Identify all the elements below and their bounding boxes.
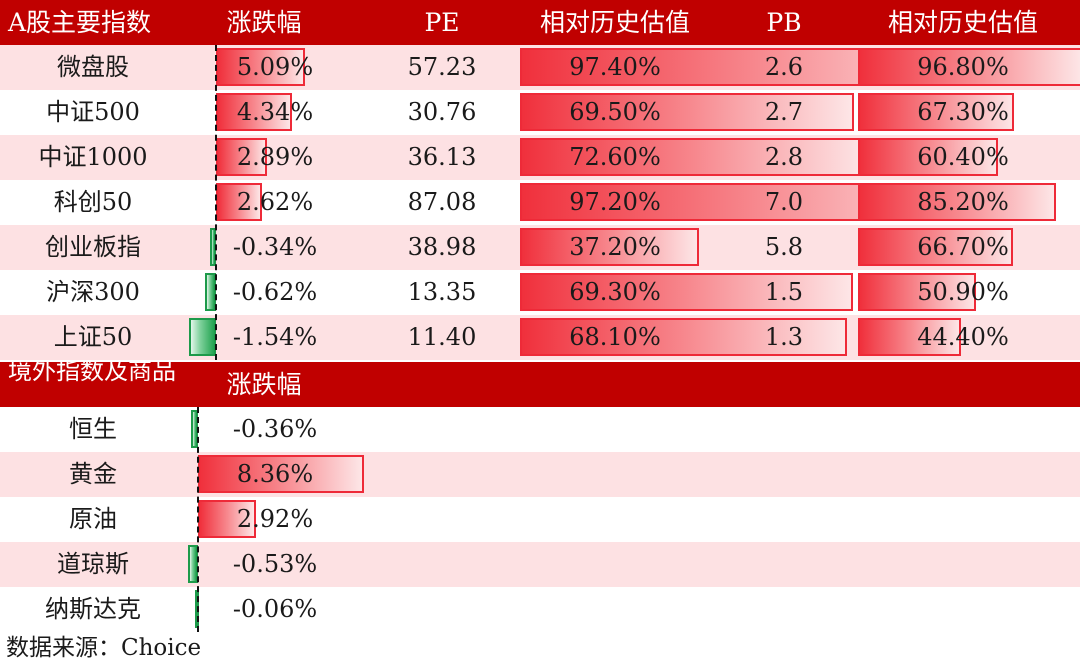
a-share-row: 沪深300 -0.62% 13.35 69.30% 1.5 50.90% [0, 270, 1080, 315]
header-cell-3: 相对历史估值 [539, 8, 690, 37]
pb-value: 2.6 [764, 53, 804, 81]
pb-percentile: 66.70% [917, 233, 1009, 261]
pb-percentile: 96.80% [917, 53, 1009, 81]
a-share-row: 科创50 2.62% 87.08 97.20% 7.0 85.20% [0, 180, 1080, 225]
pe-percentile: 97.40% [569, 53, 661, 81]
pe-percentile-bar [520, 318, 847, 356]
change-bar [205, 273, 216, 311]
pe-percentile: 37.20% [569, 233, 661, 261]
index-name: 沪深300 [46, 278, 140, 306]
pe-value: 87.08 [407, 188, 477, 216]
change-value: -0.34% [232, 233, 318, 261]
pb-percentile-bar [858, 318, 961, 356]
pe-value: 30.76 [407, 98, 477, 126]
pb-percentile: 67.30% [917, 98, 1009, 126]
header-cell-1: 涨跌幅 [226, 8, 302, 37]
zero-axis-a [215, 45, 217, 360]
index-name: 中证1000 [38, 143, 148, 171]
index-name: 科创50 [53, 188, 133, 216]
pe-value: 13.35 [407, 278, 477, 306]
index-name: 创业板指 [45, 233, 141, 261]
overseas-row: 恒生 -0.36% [0, 407, 1080, 452]
pe-percentile: 69.50% [569, 98, 661, 126]
pe-percentile-bar [520, 273, 853, 311]
pb-percentile-bar [858, 183, 1056, 221]
pe-value: 36.13 [407, 143, 477, 171]
pb-percentile-bar [858, 48, 1080, 86]
header-cell-5: 相对历史估值 [887, 8, 1038, 37]
overseas-row: 黄金 8.36% [0, 452, 1080, 497]
pe-percentile: 97.20% [569, 188, 661, 216]
pb-value: 7.0 [764, 188, 804, 216]
change-bar [198, 500, 256, 538]
header-cell-overseas-name: 境外指数及商品 [8, 360, 176, 385]
index-name: 黄金 [69, 460, 117, 488]
a-share-row: 上证50 -1.54% 11.40 68.10% 1.3 44.40% [0, 315, 1080, 360]
pe-percentile-bar [520, 138, 869, 176]
pb-percentile: 85.20% [917, 188, 1009, 216]
change-bar [198, 455, 364, 493]
pb-value: 1.3 [764, 323, 804, 351]
pe-percentile: 69.30% [569, 278, 661, 306]
change-bar [216, 48, 306, 86]
pe-percentile-bar [520, 93, 854, 131]
index-name: 中证500 [46, 98, 140, 126]
index-name: 上证50 [53, 323, 133, 351]
pb-value: 2.8 [764, 143, 804, 171]
index-name: 微盘股 [57, 53, 129, 81]
change-value: 2.92% [236, 505, 314, 533]
pb-percentile-bar [858, 273, 977, 311]
change-bar [216, 138, 267, 176]
header-cell-overseas-change: 涨跌幅 [226, 370, 302, 399]
data-source-note: 数据来源：Choice [6, 635, 202, 661]
pe-value: 57.23 [407, 53, 477, 81]
pb-percentile: 50.90% [917, 278, 1009, 306]
change-bar [189, 318, 216, 356]
change-value: 5.09% [236, 53, 314, 81]
change-value: -0.53% [232, 550, 318, 578]
index-name: 恒生 [69, 415, 117, 443]
change-bar [216, 93, 292, 131]
a-share-row: 创业板指 -0.34% 38.98 37.20% 5.8 66.70% [0, 225, 1080, 270]
pb-percentile-bar [858, 138, 999, 176]
change-bar [210, 228, 216, 266]
change-value: -0.06% [232, 595, 318, 623]
a-share-row: 中证1000 2.89% 36.13 72.60% 2.8 60.40% [0, 135, 1080, 180]
change-value: -0.62% [232, 278, 318, 306]
pb-percentile-bar [858, 228, 1013, 266]
header-cell-4: PB [766, 8, 802, 37]
index-name: 道琼斯 [57, 550, 129, 578]
a-share-row: 微盘股 5.09% 57.23 97.40% 2.6 96.80% [0, 45, 1080, 90]
pe-percentile: 68.10% [569, 323, 661, 351]
index-name: 原油 [69, 505, 117, 533]
index-name: 纳斯达克 [45, 595, 141, 623]
change-bar [187, 545, 198, 583]
pe-value: 11.40 [407, 323, 477, 351]
overseas-row: 原油 2.92% [0, 497, 1080, 542]
pb-value: 2.7 [764, 98, 804, 126]
change-value: 4.34% [236, 98, 314, 126]
pb-value: 1.5 [764, 278, 804, 306]
overseas-row: 道琼斯 -0.53% [0, 542, 1080, 587]
change-value: -1.54% [232, 323, 318, 351]
a-share-row: 中证500 4.34% 30.76 69.50% 2.7 67.30% [0, 90, 1080, 135]
pe-percentile: 72.60% [569, 143, 661, 171]
change-value: 8.36% [236, 460, 314, 488]
pb-percentile: 44.40% [917, 323, 1009, 351]
overseas-row: 纳斯达克 -0.06% [0, 587, 1080, 632]
pb-percentile: 60.40% [917, 143, 1009, 171]
header-cell-2: PE [424, 8, 460, 37]
change-value: 2.89% [236, 143, 314, 171]
header-overseas: 境外指数及商品 涨跌幅 [0, 360, 1080, 407]
pb-percentile-bar [858, 93, 1015, 131]
header-a-share: A股主要指数 涨跌幅 PE 相对历史估值 PB 相对历史估值 [0, 0, 1080, 45]
pb-value: 5.8 [764, 233, 804, 261]
pe-percentile-bar [520, 228, 699, 266]
change-value: 2.62% [236, 188, 314, 216]
change-bar [190, 410, 198, 448]
zero-axis-b [197, 407, 199, 632]
change-value: -0.36% [232, 415, 318, 443]
pe-value: 38.98 [407, 233, 477, 261]
header-cell-0: A股主要指数 [8, 8, 152, 37]
